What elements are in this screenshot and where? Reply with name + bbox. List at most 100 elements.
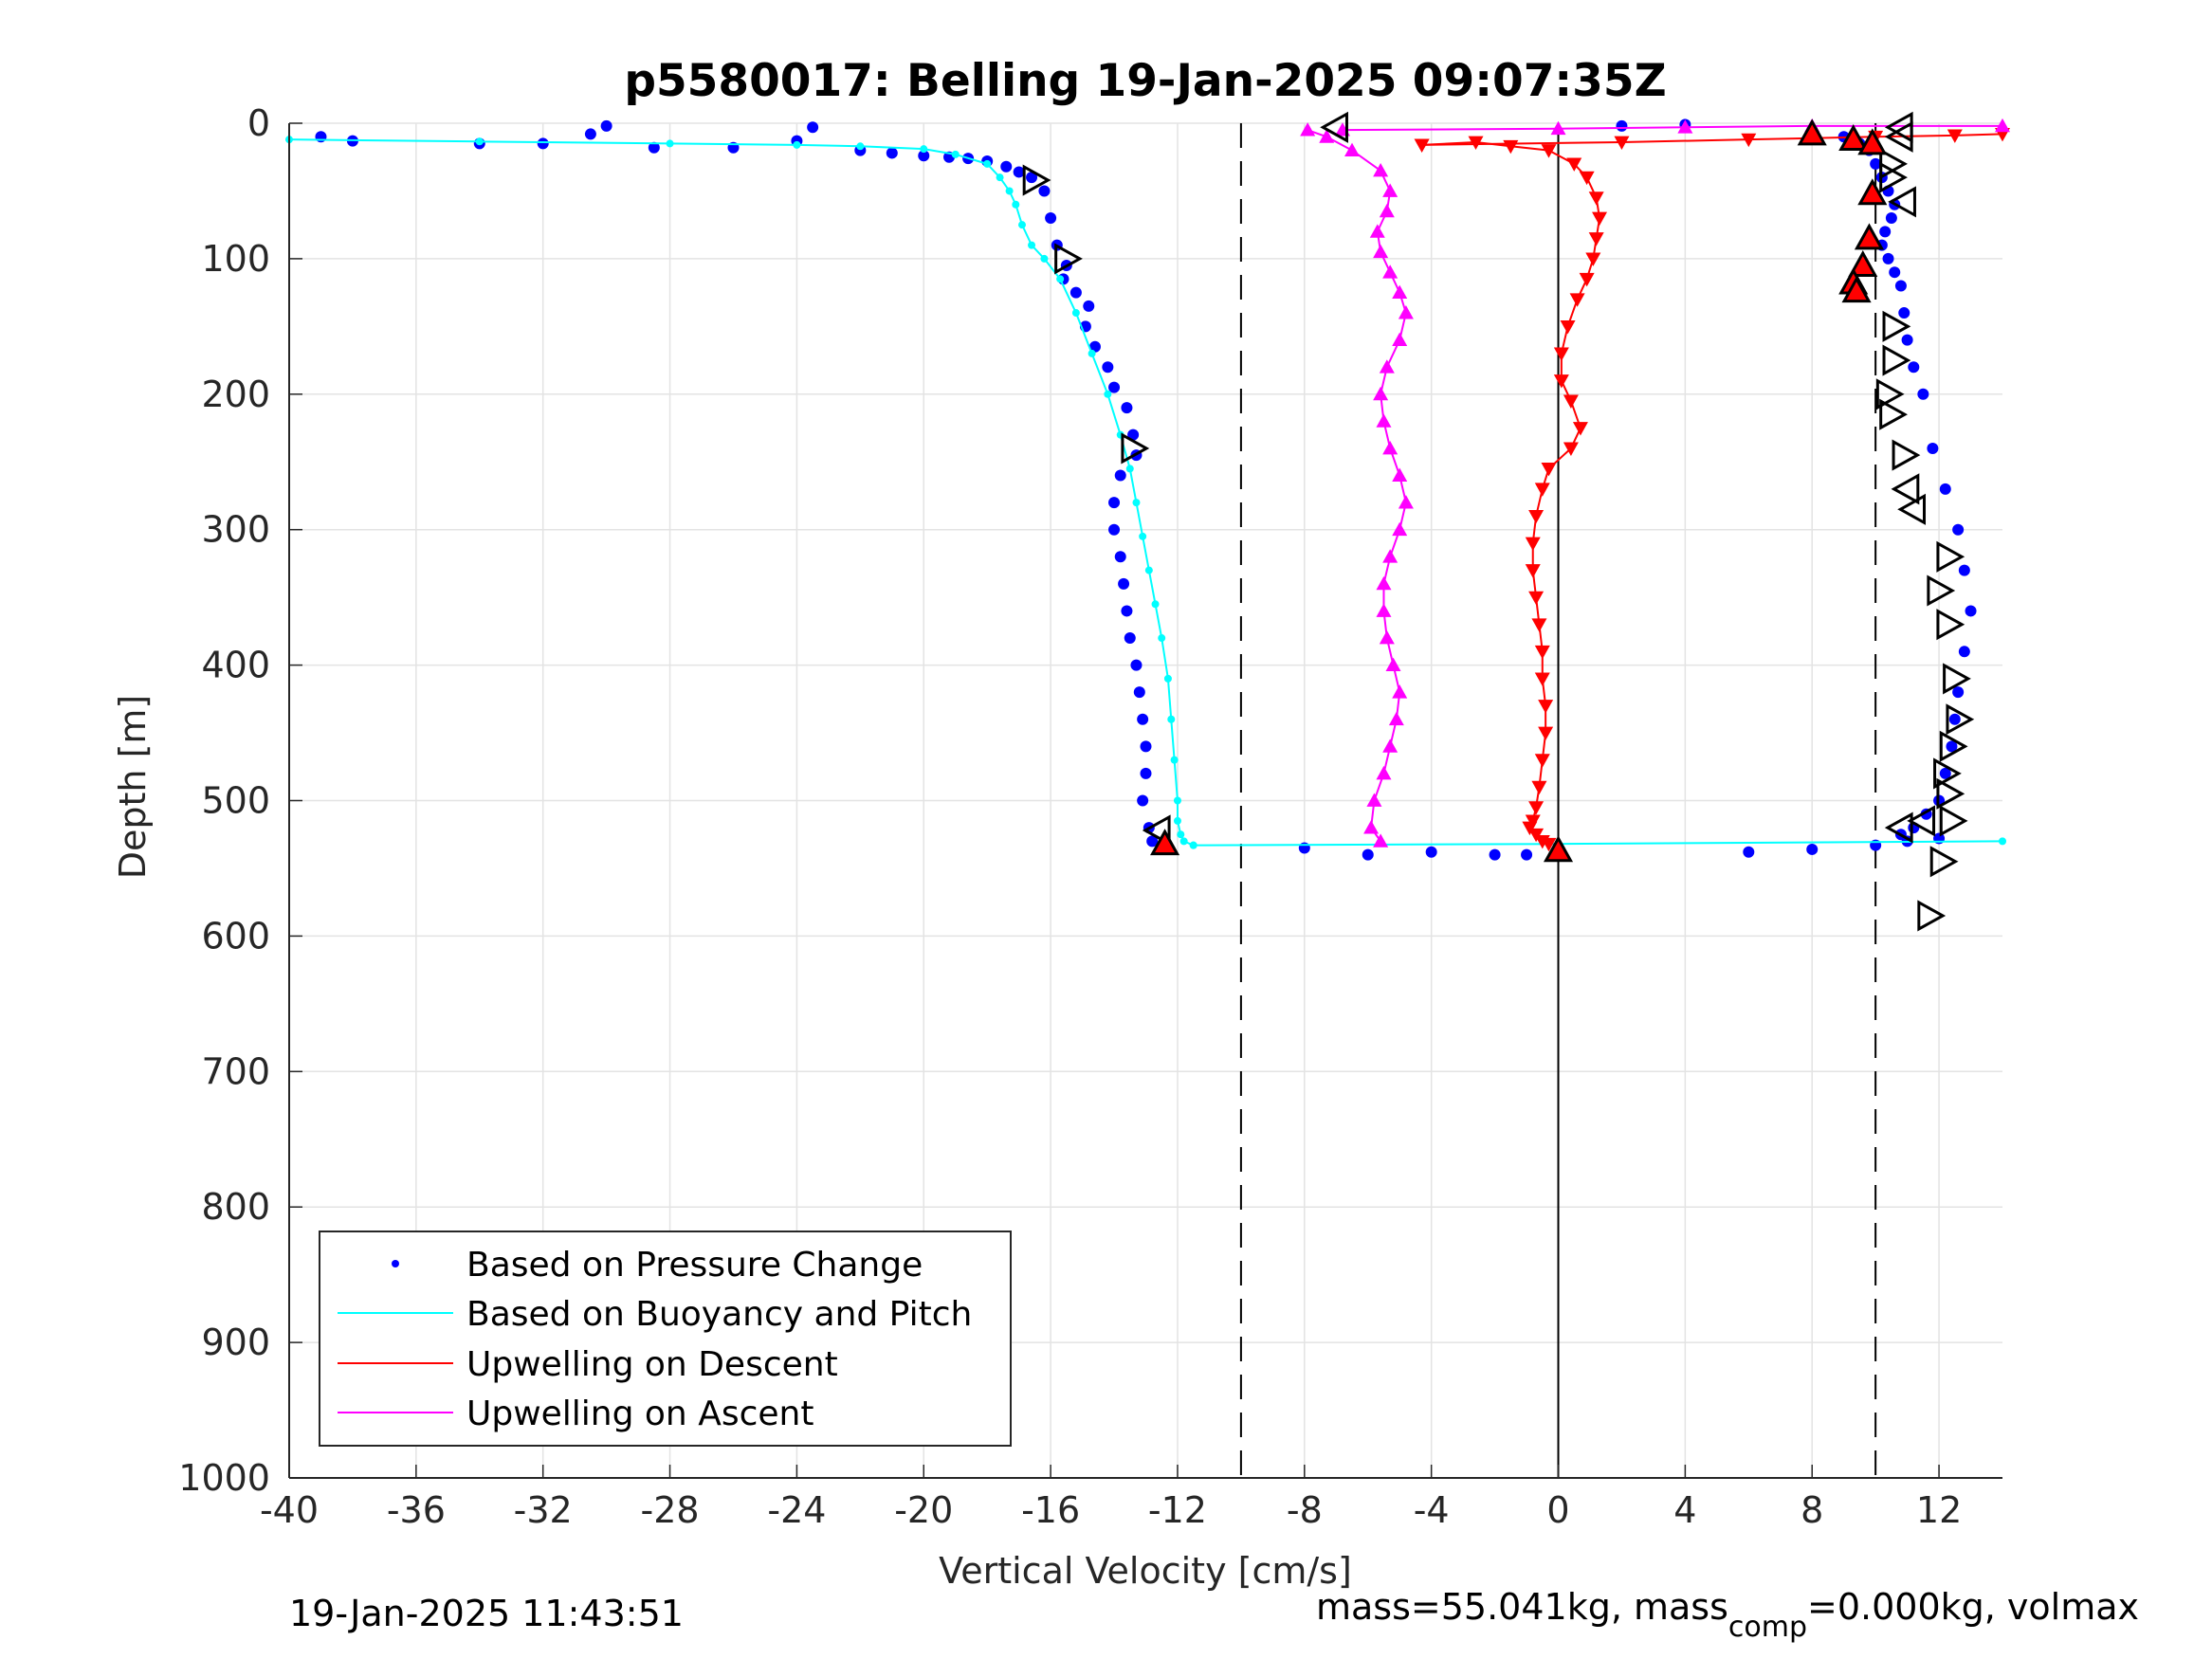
upwelling-ascent-marker [1382,440,1398,455]
pressure-change-point [1108,523,1121,536]
upwelling-ascent-marker [1366,793,1382,807]
upwelling-descent-marker [1614,136,1630,151]
dive-marker-right [1875,378,1905,410]
buoyancy-pitch-point [475,137,484,146]
upwelling-ascent-marker [1398,305,1414,319]
pressure-change-point [1127,428,1140,441]
pressure-change-point [1088,340,1101,353]
upwelling-ascent-marker [1392,284,1408,300]
upwelling-descent-marker [1525,537,1541,551]
buoyancy-pitch-point [1071,309,1080,318]
buoyancy-pitch-point [1189,841,1197,849]
upwelling-descent-marker [1525,564,1541,578]
pressure-change-point [600,119,612,132]
x-tick-label: 0 [1546,1489,1569,1531]
y-axis-label: Depth [m] [112,695,154,880]
upwelling-ascent-marker [1392,332,1408,347]
pressure-change-point [1140,767,1152,779]
x-tick-label: -36 [387,1489,446,1531]
upwelling-ascent-marker [1379,630,1395,645]
upwelling-descent-marker [1585,252,1601,266]
upwelling-ascent-marker [1379,359,1395,374]
pressure-change-point [1137,794,1149,807]
pressure-change-point [1885,212,1897,225]
upwelling-descent-marker [1414,138,1430,153]
buoyancy-pitch-point [793,140,801,149]
dive-marker-right [1927,574,1956,607]
pressure-change-point [1879,226,1892,238]
upwelling-descent-marker [1531,618,1547,632]
pressure-change-point [1898,307,1910,319]
pressure-change-point [1108,497,1121,509]
apogee-marker [1841,276,1872,303]
apogee-marker [1848,249,1878,277]
x-tick-label: -32 [514,1489,573,1531]
dive-marker-left [1884,120,1913,153]
pressure-change-point [1146,835,1159,848]
upwelling-ascent-marker [1376,603,1392,617]
buoyancy-pitch-point [1999,837,2006,846]
pressure-change-point [1917,388,1929,400]
y-tick-label: 600 [201,915,270,957]
upwelling-descent-marker [1579,171,1595,186]
dive-marker-right [1882,344,1911,376]
upwelling-ascent-marker [1300,122,1316,137]
pressure-change-point [1882,252,1894,264]
dive-marker-right [1121,432,1150,465]
buoyancy-pitch-point [1132,499,1141,507]
pressure-change-point [1870,157,1882,170]
upwelling-descent-marker [1588,191,1604,206]
buoyancy-pitch-point [1170,756,1179,764]
upwelling-descent-marker [1534,672,1550,686]
dive-marker-right [1917,900,1947,932]
buoyancy-pitch-point [1167,715,1176,723]
dive-marker-right [1054,243,1083,275]
pressure-change-point [1489,848,1501,861]
pressure-change-point [1952,686,1965,699]
x-tick-label: -16 [1021,1489,1080,1531]
pressure-change-point [1124,632,1136,645]
dive-marker-left [1888,186,1916,218]
upwelling-descent-marker [1528,801,1545,815]
y-tick-label: 200 [201,374,270,415]
buoyancy-pitch-point [1151,600,1160,609]
chart-title: p5580017: Belling 19-Jan-2025 09:07:35Z [624,55,1666,107]
pressure-change-point [1121,605,1133,617]
buoyancy-pitch-point [1056,275,1065,283]
pressure-change-point [1013,166,1025,178]
upwelling-descent-marker [1569,293,1585,307]
upwelling-ascent-marker [1550,120,1566,136]
upwelling-descent-marker [1538,726,1554,741]
buoyancy-pitch-point [1125,465,1134,473]
pressure-change-point [1948,713,1961,725]
pressure-change-point [1069,286,1082,299]
y-tick-label: 300 [201,509,270,551]
pressure-change-point [1946,740,1958,753]
pressure-change-point [1958,646,1970,658]
pressure-change-point [1118,577,1130,590]
upwelling-ascent-marker [1388,711,1404,726]
pressure-change-point [1806,843,1819,855]
pressure-change-point [1114,469,1126,482]
dive-marker-right [1892,439,1921,471]
x-tick-label: -4 [1414,1489,1450,1531]
apogee-marker [1857,128,1888,155]
upwelling-ascent-marker [1376,413,1392,428]
upwelling-descent-marker [1741,133,1757,148]
upwelling-descent-marker [1572,422,1588,436]
pressure-change-point [1939,767,1951,779]
x-tick-label: -24 [767,1489,826,1531]
apogee-marker [1854,223,1885,250]
pressure-change-point [1133,686,1145,699]
footer-mass-suffix: =0.000kg, volmax [1807,1586,2139,1628]
dive-marker-left [1320,111,1348,143]
pressure-change-point [1114,551,1126,563]
upwelling-ascent-marker [1392,521,1408,537]
buoyancy-pitch-point [1005,187,1014,195]
dive-marker-left [1897,493,1927,525]
upwelling-descent-marker [1553,347,1569,361]
legend-label-pressure: Based on Pressure Change [466,1246,923,1285]
buoyancy-pitch-point [1088,349,1096,357]
footer-mass-subscript: comp [1728,1611,1807,1644]
pressure-change-point [1362,848,1374,861]
